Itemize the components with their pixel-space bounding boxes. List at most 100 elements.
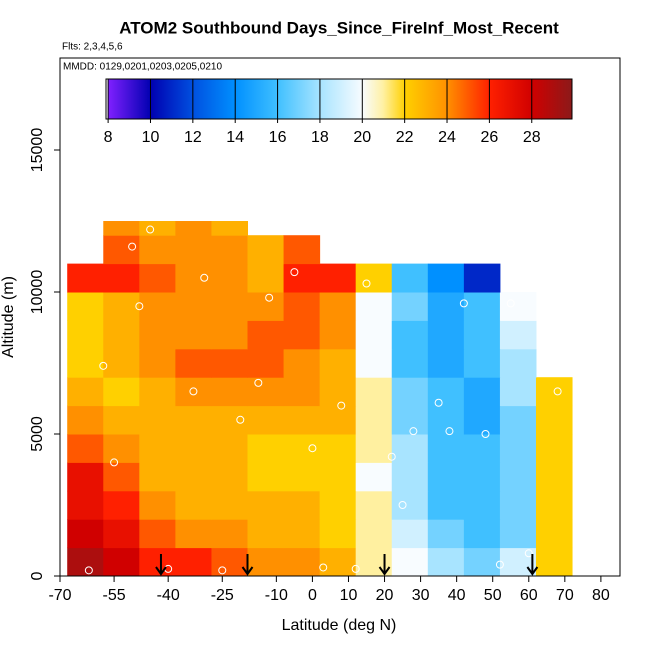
y-tick-label: 5000 (29, 416, 46, 452)
y-tick-label: 15000 (29, 128, 46, 173)
heat-cell (247, 263, 285, 293)
heat-cell (247, 434, 285, 463)
heat-cell (103, 377, 140, 407)
heat-cell (463, 490, 501, 520)
colorbar-segment (447, 79, 490, 119)
heat-cell (499, 292, 537, 321)
x-tick-label: 30 (412, 587, 430, 604)
heat-cell (175, 462, 212, 492)
heat-cell (103, 434, 140, 463)
heat-cell (319, 405, 357, 435)
heat-cell (139, 377, 176, 407)
sample-point (337, 401, 346, 410)
heat-cell (463, 462, 501, 492)
heat-cell (211, 490, 249, 520)
heat-cell (427, 263, 465, 293)
colorbar-tick-label: 14 (226, 129, 244, 146)
colorbar-tick-label: 28 (523, 129, 541, 146)
heat-cell (427, 434, 465, 463)
annotation: MMDD: 0129,0201,0203,0205,0210 (63, 62, 222, 73)
heat-cell (355, 405, 393, 435)
colorbar-segment (192, 79, 236, 119)
sample-point (84, 566, 93, 575)
heat-cell (319, 547, 357, 577)
sample-point (146, 225, 155, 234)
heat-cell (175, 405, 212, 435)
heat-cell (283, 263, 321, 293)
heat-cell (319, 348, 357, 378)
heat-cell (211, 547, 249, 577)
heat-cell (175, 235, 212, 265)
colorbar-tick-label: 16 (269, 129, 287, 146)
heat-cell (355, 292, 393, 321)
heat-cell (427, 320, 465, 350)
heat-cell (175, 348, 212, 378)
colorbar-segment (150, 79, 194, 119)
heat-cell (283, 490, 321, 520)
heat-cell (139, 462, 176, 492)
heat-cell (391, 320, 429, 350)
heat-cell (535, 547, 573, 577)
heat-cell (175, 490, 212, 520)
heat-cell (283, 348, 321, 378)
heat-cell (103, 490, 140, 520)
heat-cell (211, 462, 249, 492)
sample-point (409, 427, 418, 436)
heat-cell (391, 263, 429, 293)
heat-cell (499, 320, 537, 350)
heat-cell (283, 235, 321, 265)
heat-cell (391, 377, 429, 407)
colorbar-tick-label: 18 (311, 129, 329, 146)
colorbar-segment (108, 79, 151, 119)
colorbar-tick-label: 10 (142, 129, 160, 146)
heat-cell (319, 292, 357, 321)
heat-cell (175, 320, 212, 350)
heat-cell (283, 292, 321, 321)
sample-point (290, 268, 299, 277)
subtitle: Flts: 2,3,4,5,6 (62, 42, 123, 53)
heat-cell (211, 263, 249, 293)
heat-cell (67, 377, 104, 407)
heat-cell (535, 462, 573, 492)
heat-cell (211, 292, 249, 321)
heat-cell (391, 292, 429, 321)
x-tick-label: -25 (211, 587, 234, 604)
heat-cell (499, 405, 537, 435)
heat-cell (211, 221, 249, 236)
heat-cell (247, 547, 285, 577)
heat-cell (283, 519, 321, 549)
arrow (241, 554, 254, 576)
heat-cell (463, 405, 501, 435)
arrow (526, 554, 539, 576)
colorbar-tick-label: 20 (353, 129, 371, 146)
colorbar-segment (362, 79, 384, 119)
heat-cell (175, 263, 212, 293)
heat-cell (67, 348, 104, 378)
heat-cell (175, 292, 212, 321)
heat-cell (535, 519, 573, 549)
sample-point (218, 566, 227, 575)
heat-cell (463, 320, 501, 350)
heat-cell (175, 221, 212, 236)
sample-point (524, 549, 533, 558)
colorbar-tick-label: 24 (438, 129, 456, 146)
heat-cell (427, 348, 465, 378)
heat-cell (103, 348, 140, 378)
heat-cell (391, 547, 429, 577)
sample-point (189, 387, 198, 396)
colorbar-segment (531, 79, 573, 119)
heat-cell (319, 490, 357, 520)
x-tick-label: 80 (592, 587, 610, 604)
sample-point (445, 427, 454, 436)
heat-cell (139, 221, 176, 236)
sample-point (236, 415, 245, 424)
x-tick-label: 0 (308, 587, 317, 604)
sample-point (481, 430, 490, 439)
x-tick-label: 10 (340, 587, 358, 604)
heat-cell (247, 235, 285, 265)
heat-cell (427, 462, 465, 492)
colorbar-tick-label: 22 (396, 129, 414, 146)
x-tick-label: 60 (520, 587, 538, 604)
arrow (155, 554, 167, 576)
heat-cell (247, 462, 285, 492)
